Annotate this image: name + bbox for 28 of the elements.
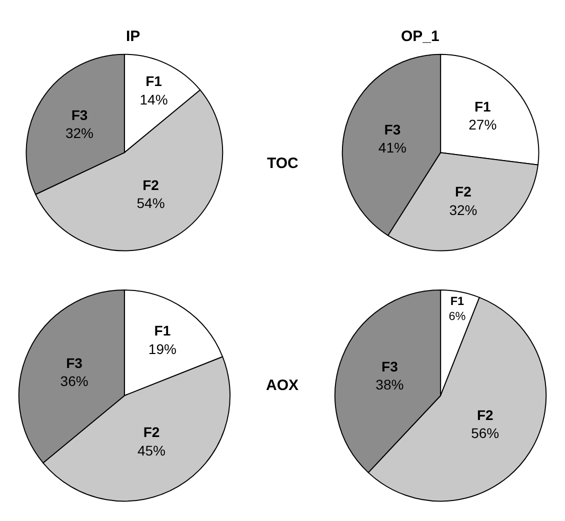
chart-title: IP bbox=[126, 28, 140, 45]
data-label: 6% bbox=[448, 310, 466, 324]
slice-label: F3 bbox=[66, 354, 83, 371]
slice-label: F3 bbox=[382, 358, 398, 374]
data-label: 14% bbox=[140, 91, 168, 108]
slice-label: F1 bbox=[474, 98, 492, 114]
text: TOC bbox=[267, 155, 299, 172]
slice-label: F2 bbox=[142, 176, 160, 193]
slice-label: F3 bbox=[384, 121, 401, 138]
text: AOX bbox=[266, 377, 299, 394]
data-label: 32% bbox=[65, 125, 94, 142]
data-label: 54% bbox=[136, 195, 165, 212]
data-label: 19% bbox=[148, 340, 176, 357]
data-label: 38% bbox=[376, 376, 404, 393]
slice-label: F2 bbox=[455, 184, 472, 200]
slice-label: F1 bbox=[450, 294, 465, 308]
chart-title: OP_1 bbox=[401, 28, 440, 45]
slice-label: F2 bbox=[476, 406, 494, 423]
data-label: 36% bbox=[60, 373, 88, 390]
slice-label: F1 bbox=[154, 322, 171, 339]
data-label: 32% bbox=[449, 202, 478, 218]
slice-label: F3 bbox=[71, 106, 88, 123]
data-label: 56% bbox=[471, 424, 500, 441]
slice-label: F2 bbox=[143, 424, 160, 440]
slice-label: F1 bbox=[146, 73, 162, 90]
data-label: 27% bbox=[468, 116, 497, 133]
data-label: 41% bbox=[378, 140, 406, 156]
data-label: 45% bbox=[137, 442, 166, 458]
